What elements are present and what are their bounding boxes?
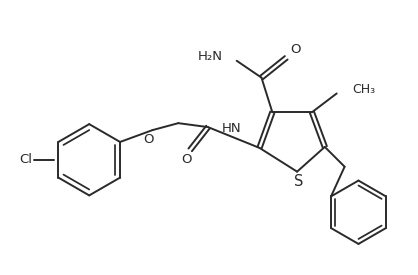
- Text: O: O: [290, 43, 301, 56]
- Text: H₂N: H₂N: [198, 50, 223, 63]
- Text: Cl: Cl: [19, 153, 32, 166]
- Text: CH₃: CH₃: [352, 83, 376, 96]
- Text: O: O: [181, 153, 191, 166]
- Text: O: O: [143, 133, 154, 147]
- Text: S: S: [294, 174, 304, 189]
- Text: HN: HN: [222, 122, 242, 134]
